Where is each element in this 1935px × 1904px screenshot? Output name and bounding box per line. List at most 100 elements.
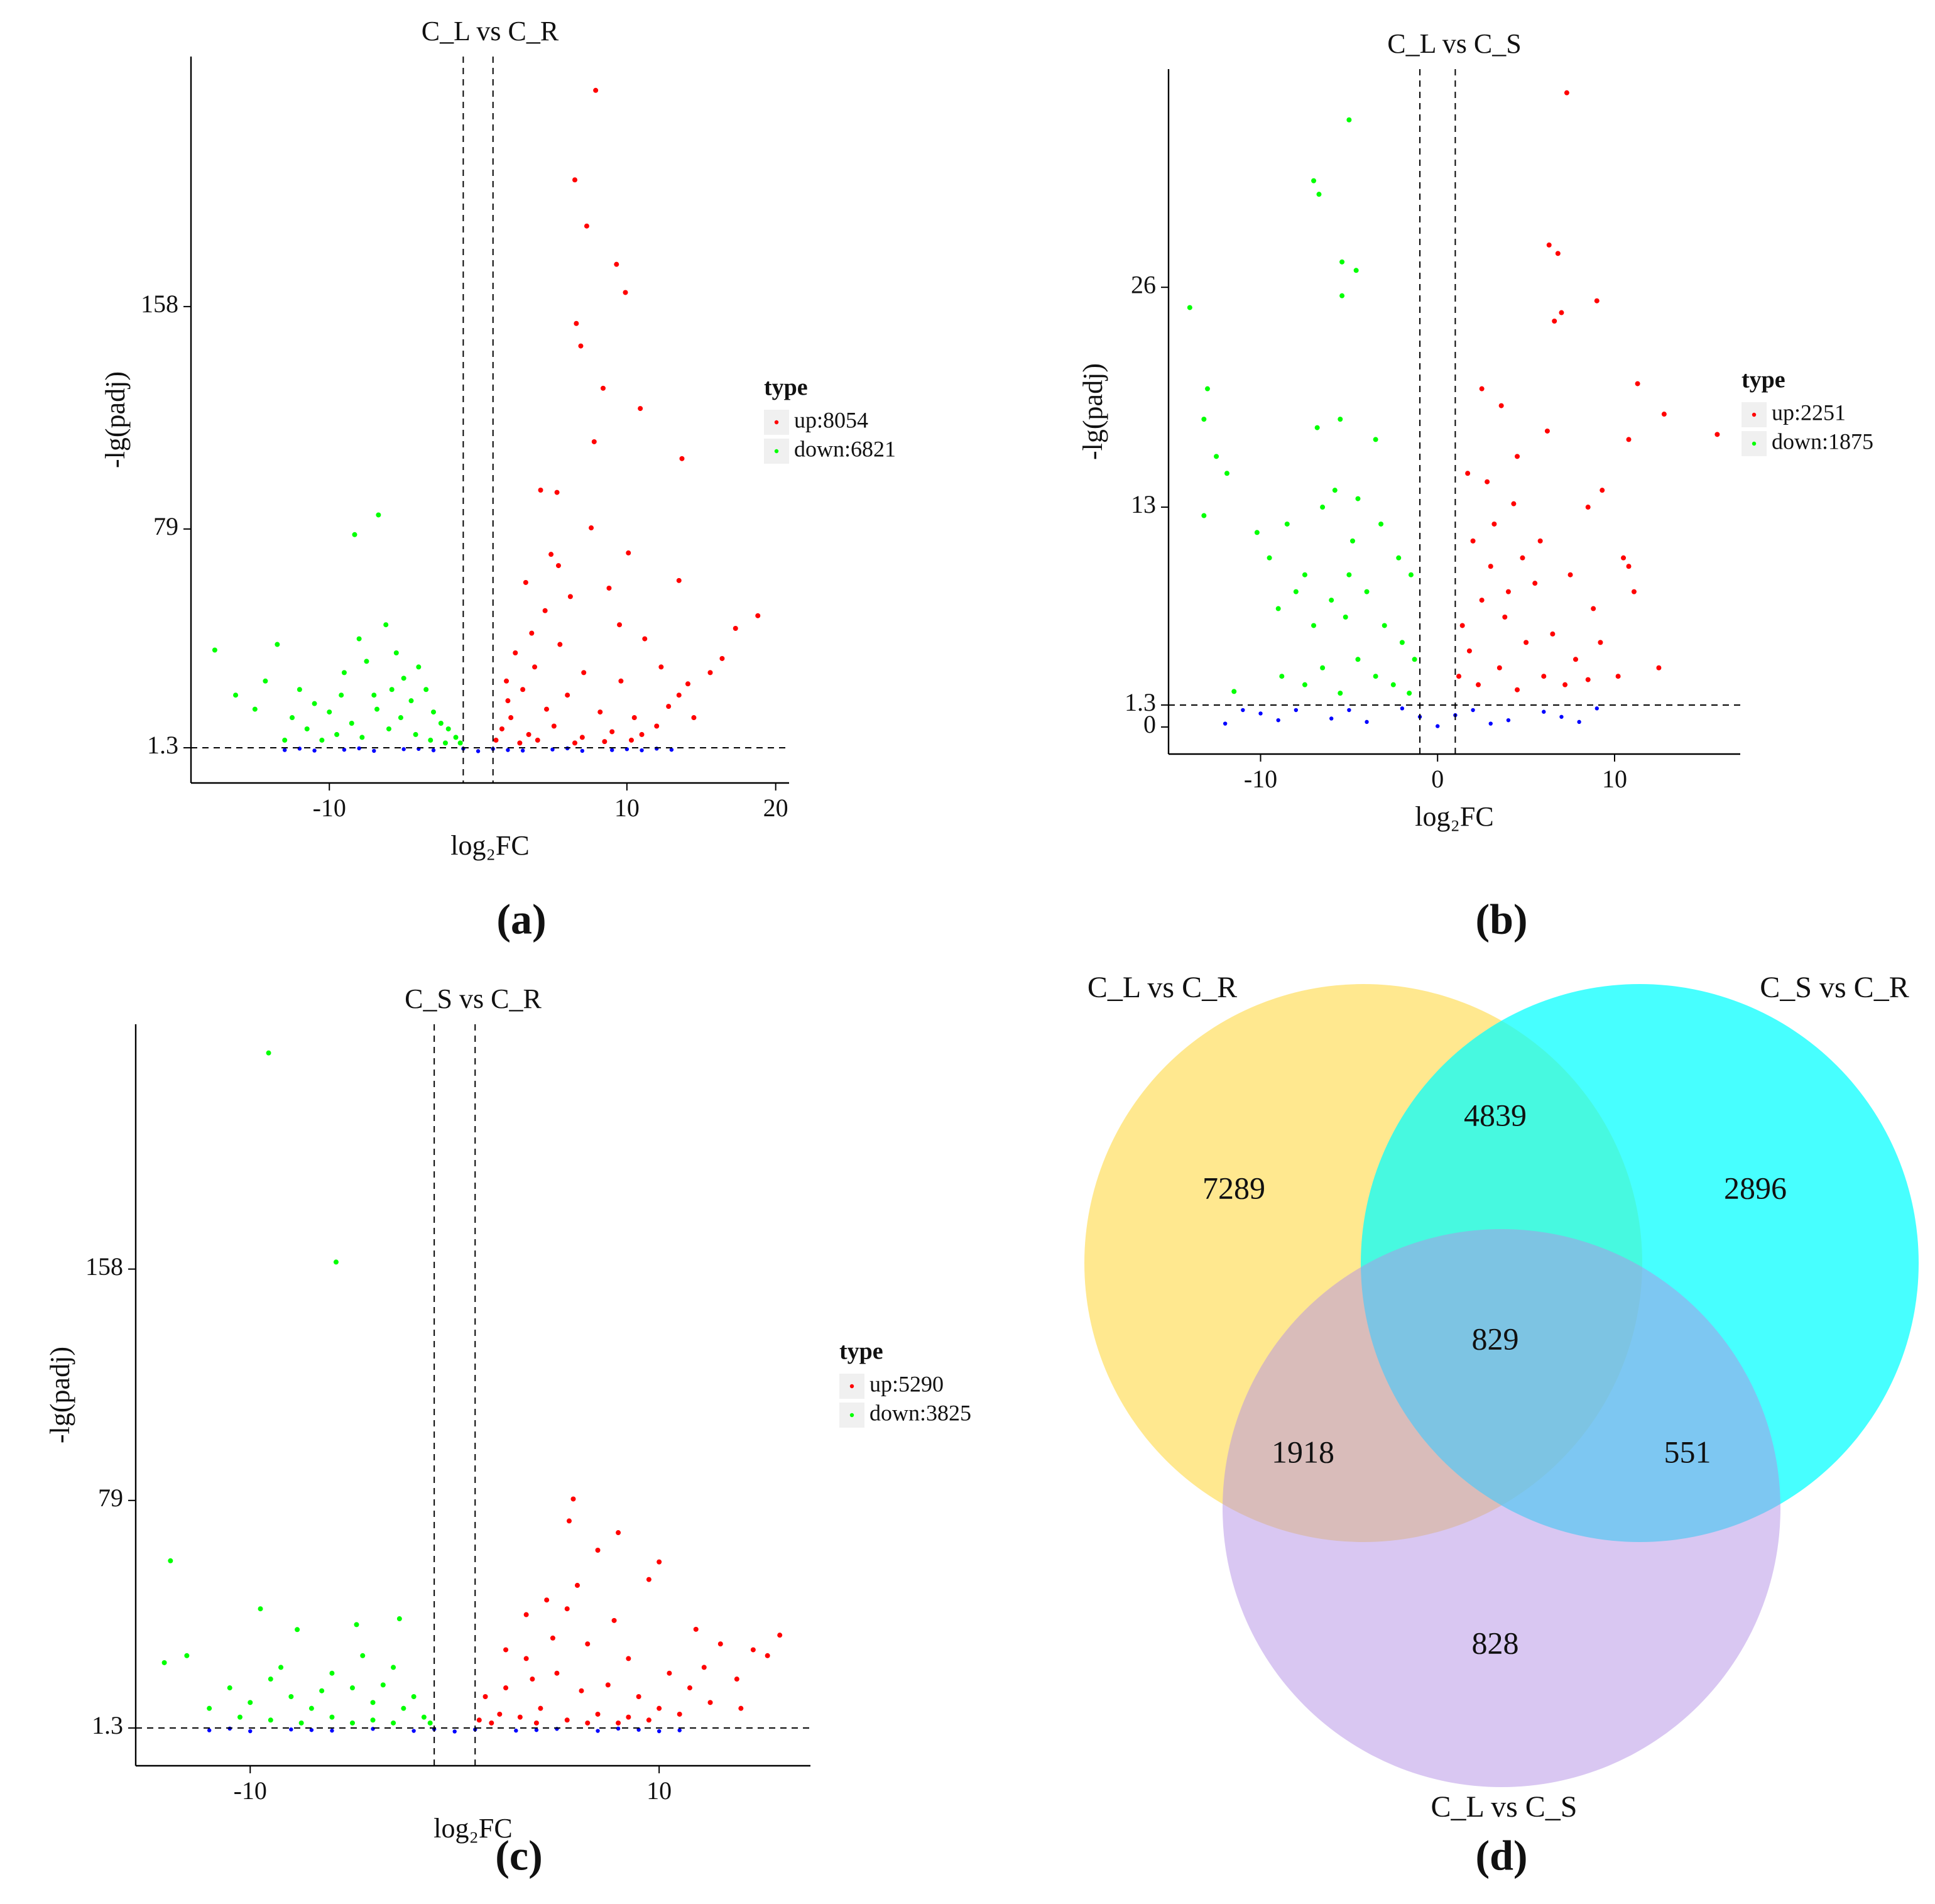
point <box>1353 268 1359 273</box>
point <box>1241 708 1245 713</box>
point <box>691 715 697 721</box>
point <box>600 385 606 391</box>
legend-label: up:5290 <box>869 1371 944 1396</box>
point <box>364 659 369 664</box>
point <box>278 1665 284 1670</box>
point <box>765 1653 770 1658</box>
point <box>233 692 239 698</box>
point <box>609 748 614 752</box>
point <box>1355 496 1361 501</box>
point <box>738 1705 744 1711</box>
point <box>1338 417 1343 422</box>
point <box>517 1714 523 1720</box>
point <box>489 1720 494 1726</box>
point <box>329 1714 335 1720</box>
point <box>535 737 540 743</box>
point <box>401 1705 406 1711</box>
point <box>591 439 597 444</box>
point <box>416 664 422 670</box>
legend-label: down:6821 <box>794 436 896 461</box>
y-axis-label: -lg(padj) <box>45 1347 75 1443</box>
point <box>626 1656 631 1661</box>
point <box>1294 708 1299 713</box>
point <box>493 737 499 743</box>
point <box>626 1714 631 1720</box>
point <box>557 642 563 647</box>
point <box>657 1729 662 1734</box>
point <box>1626 564 1632 569</box>
point <box>308 1705 314 1711</box>
point <box>750 1647 756 1653</box>
venn-set <box>1223 1229 1780 1787</box>
point <box>1541 674 1547 679</box>
point <box>1496 665 1502 670</box>
point <box>1408 572 1414 577</box>
point <box>330 1728 334 1733</box>
point <box>589 525 594 531</box>
point <box>677 1728 682 1732</box>
point <box>342 747 347 752</box>
point <box>1498 403 1504 408</box>
point <box>707 1700 713 1705</box>
point <box>1399 640 1405 645</box>
legend-label: up:2251 <box>1772 400 1846 425</box>
point <box>669 747 674 752</box>
point <box>1594 706 1599 711</box>
point <box>309 1727 314 1732</box>
x-tick-label: 20 <box>763 794 788 822</box>
point <box>755 613 761 618</box>
point <box>374 706 380 712</box>
point <box>389 687 395 692</box>
point <box>1311 178 1317 183</box>
point <box>1201 417 1207 422</box>
point <box>391 1720 396 1726</box>
point <box>530 1677 535 1682</box>
point <box>542 608 548 613</box>
point <box>548 552 554 557</box>
point <box>289 1727 293 1732</box>
point <box>391 1665 396 1670</box>
legend-label: down:1875 <box>1772 429 1873 454</box>
point <box>282 748 287 752</box>
point <box>1329 716 1334 721</box>
point <box>357 746 361 751</box>
point <box>1396 555 1402 561</box>
point <box>1436 724 1440 728</box>
point <box>1378 521 1384 527</box>
point <box>733 626 738 632</box>
y-tick-label: 1.3 <box>92 1711 123 1739</box>
point <box>1276 718 1280 723</box>
point <box>551 723 557 729</box>
point <box>676 692 682 698</box>
point <box>534 1727 539 1732</box>
point <box>1456 674 1462 679</box>
point <box>1343 615 1348 620</box>
point <box>517 740 523 746</box>
point <box>1542 709 1546 714</box>
legend-label: down:3825 <box>869 1400 971 1425</box>
chart-title: C_L vs C_S <box>1387 28 1522 59</box>
point <box>529 630 535 636</box>
point <box>1471 708 1475 713</box>
legend-key <box>1752 412 1757 417</box>
x-axis-label: log₂FC <box>450 830 529 861</box>
point <box>585 1720 591 1726</box>
venn-count: 7289 <box>1202 1170 1265 1205</box>
point <box>595 1711 601 1717</box>
point <box>1466 648 1472 654</box>
point <box>1585 677 1591 682</box>
point <box>212 647 217 653</box>
point <box>657 1705 662 1711</box>
point <box>506 748 510 752</box>
point <box>658 664 664 670</box>
point <box>538 1705 543 1711</box>
y-axis-label: -lg(padj) <box>1077 363 1108 460</box>
point <box>380 1682 386 1688</box>
point <box>248 1729 253 1734</box>
point <box>734 1677 739 1682</box>
point <box>333 1259 339 1265</box>
point <box>574 1582 580 1588</box>
point <box>431 709 437 715</box>
point <box>312 701 317 706</box>
